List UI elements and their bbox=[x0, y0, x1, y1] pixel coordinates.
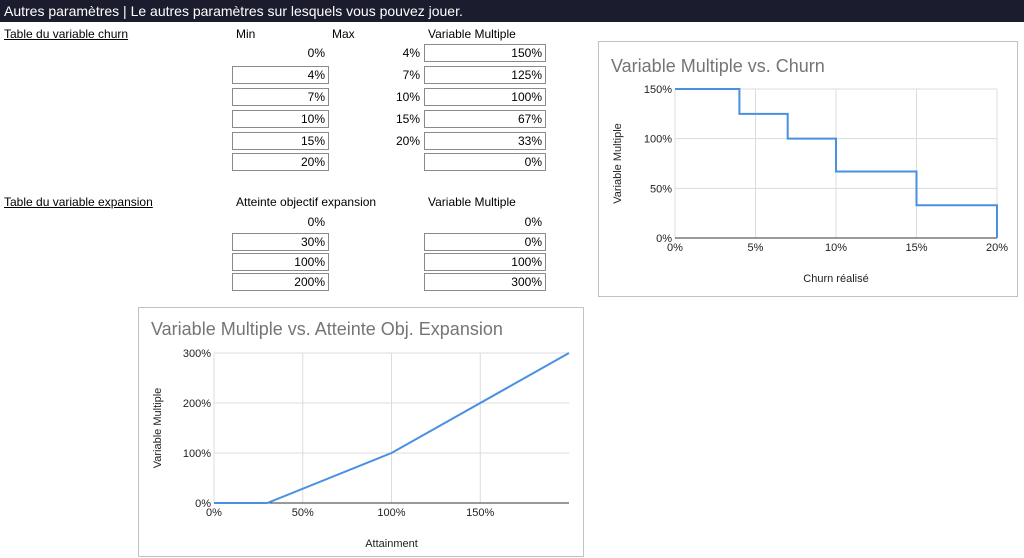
y-tick-label: 150% bbox=[644, 84, 672, 96]
churn-col-multiple-header: Variable Multiple bbox=[428, 27, 516, 41]
expansion-multiple-cell: 0% bbox=[524, 215, 542, 229]
churn-max-cell: 20% bbox=[395, 134, 420, 148]
x-tick-label: 0% bbox=[667, 242, 683, 254]
x-tick-label: 150% bbox=[466, 507, 494, 519]
expansion-multiple-cell[interactable]: 100% bbox=[424, 253, 546, 271]
churn-multiple-cell[interactable]: 125% bbox=[424, 66, 546, 84]
expansion-attainment-cell[interactable]: 30% bbox=[232, 233, 329, 251]
churn-multiple-cell[interactable]: 100% bbox=[424, 88, 546, 106]
churn-max-cell: 10% bbox=[395, 90, 420, 104]
x-tick-label: 15% bbox=[905, 242, 927, 254]
churn-max-cell: 15% bbox=[395, 112, 420, 126]
expansion-chart[interactable]: Variable Multiple vs. Atteinte Obj. Expa… bbox=[138, 307, 584, 557]
y-tick-label: 0% bbox=[656, 233, 672, 245]
page-header: Autres paramètres | Le autres paramètres… bbox=[0, 0, 1024, 22]
y-tick-label: 100% bbox=[644, 134, 672, 146]
y-axis-title: Variable Multiple bbox=[152, 388, 164, 469]
x-axis-title: Churn réalisé bbox=[803, 273, 868, 285]
x-tick-label: 20% bbox=[986, 242, 1008, 254]
expansion-chart-canvas: Variable Multiple vs. Atteinte Obj. Expa… bbox=[151, 319, 570, 550]
churn-min-cell[interactable]: 15% bbox=[232, 132, 329, 150]
x-tick-label: 10% bbox=[825, 242, 847, 254]
y-axis-title: Variable Multiple bbox=[612, 123, 624, 204]
churn-chart[interactable]: Variable Multiple vs. Churn 0% 50% 100% 150%… bbox=[598, 41, 1018, 297]
churn-min-cell: 0% bbox=[307, 46, 325, 60]
churn-min-cell[interactable]: 20% bbox=[232, 153, 329, 171]
series-line bbox=[214, 352, 570, 504]
y-tick-label: 200% bbox=[183, 398, 211, 410]
churn-multiple-cell[interactable]: 0% bbox=[424, 153, 546, 171]
expansion-multiple-cell[interactable]: 0% bbox=[424, 233, 546, 251]
churn-chart-canvas: Variable Multiple vs. Churn 0% 50% 100% 150%… bbox=[611, 56, 1008, 285]
expansion-col-attainment-header: Atteinte objectif expansion bbox=[236, 195, 377, 209]
x-tick-label: 0% bbox=[206, 507, 222, 519]
y-tick-label: 0% bbox=[195, 498, 211, 510]
churn-min-cell[interactable]: 10% bbox=[232, 110, 329, 128]
x-tick-label: 5% bbox=[748, 242, 764, 254]
chart-title: Variable Multiple vs. Churn bbox=[611, 56, 825, 76]
expansion-attainment-cell[interactable]: 100% bbox=[232, 253, 329, 271]
expansion-multiple-cell[interactable]: 300% bbox=[424, 273, 546, 291]
churn-multiple-cell[interactable]: 33% bbox=[424, 132, 546, 150]
y-tick-label: 50% bbox=[650, 183, 672, 195]
x-axis-title: Attainment bbox=[365, 538, 418, 550]
chart-title: Variable Multiple vs. Atteinte Obj. Expa… bbox=[151, 319, 503, 339]
expansion-col-multiple-header: Variable Multiple bbox=[428, 195, 516, 209]
churn-multiple-cell[interactable]: 150% bbox=[424, 44, 546, 62]
expansion-attainment-cell: 0% bbox=[307, 215, 325, 229]
expansion-attainment-cell[interactable]: 200% bbox=[232, 273, 329, 291]
churn-col-max-header: Max bbox=[332, 27, 355, 41]
churn-max-cell: 4% bbox=[402, 46, 420, 60]
churn-min-cell[interactable]: 7% bbox=[232, 88, 329, 106]
series-line bbox=[675, 88, 998, 238]
y-tick-label: 300% bbox=[183, 348, 211, 360]
churn-col-min-header: Min bbox=[236, 27, 256, 41]
churn-multiple-cell[interactable]: 67% bbox=[424, 110, 546, 128]
churn-min-cell[interactable]: 4% bbox=[232, 66, 329, 84]
x-tick-label: 100% bbox=[377, 507, 405, 519]
churn-table-label: Table du variable churn bbox=[4, 27, 129, 41]
y-tick-label: 100% bbox=[183, 448, 211, 460]
churn-max-cell: 7% bbox=[402, 68, 420, 82]
x-tick-label: 50% bbox=[292, 507, 314, 519]
expansion-table-label: Table du variable expansion bbox=[4, 195, 153, 209]
